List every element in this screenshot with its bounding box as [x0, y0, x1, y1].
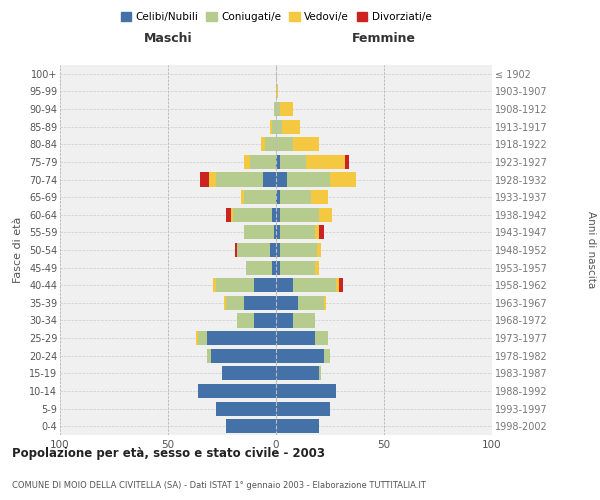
Bar — [280, 190, 311, 204]
Bar — [246, 260, 272, 274]
Bar — [244, 190, 276, 204]
Legend: Celibi/Nubili, Coniugati/e, Vedovi/e, Divorziati/e: Celibi/Nubili, Coniugati/e, Vedovi/e, Di… — [116, 8, 436, 26]
Bar — [280, 155, 306, 169]
Bar — [241, 190, 244, 204]
Bar — [254, 314, 276, 328]
Bar — [293, 278, 337, 292]
Bar — [276, 137, 293, 152]
Bar — [244, 226, 274, 239]
Bar — [323, 348, 330, 363]
Text: Popolazione per età, sesso e stato civile - 2003: Popolazione per età, sesso e stato civil… — [12, 448, 325, 460]
Bar — [276, 243, 280, 257]
Bar — [276, 120, 283, 134]
Text: Maschi: Maschi — [143, 32, 193, 45]
Bar — [280, 226, 315, 239]
Bar — [276, 331, 315, 345]
Bar — [209, 172, 215, 186]
Bar — [319, 366, 322, 380]
Bar — [244, 296, 276, 310]
Bar — [276, 278, 293, 292]
Bar — [215, 172, 263, 186]
Bar — [293, 137, 319, 152]
Bar — [276, 402, 330, 415]
Bar — [198, 384, 276, 398]
Bar — [226, 419, 276, 433]
Bar — [274, 226, 276, 239]
Bar — [283, 120, 300, 134]
Bar — [276, 260, 280, 274]
Bar — [315, 331, 328, 345]
Bar — [319, 226, 323, 239]
Bar — [317, 243, 322, 257]
Bar — [280, 243, 317, 257]
Bar — [276, 208, 280, 222]
Bar — [276, 348, 323, 363]
Bar — [226, 296, 244, 310]
Bar — [311, 190, 328, 204]
Bar — [315, 226, 319, 239]
Bar — [244, 155, 250, 169]
Bar — [207, 348, 211, 363]
Bar — [298, 296, 323, 310]
Bar — [293, 314, 315, 328]
Bar — [276, 366, 319, 380]
Bar — [269, 120, 272, 134]
Bar — [276, 314, 293, 328]
Bar — [306, 155, 345, 169]
Bar — [323, 296, 326, 310]
Bar — [261, 137, 265, 152]
Bar — [224, 296, 226, 310]
Bar — [226, 208, 230, 222]
Bar — [214, 278, 215, 292]
Bar — [207, 331, 276, 345]
Bar — [233, 208, 272, 222]
Text: Femmine: Femmine — [352, 32, 416, 45]
Bar — [276, 172, 287, 186]
Bar — [237, 243, 269, 257]
Bar — [315, 260, 319, 274]
Bar — [330, 172, 356, 186]
Bar — [276, 419, 319, 433]
Bar — [276, 84, 278, 98]
Bar — [274, 102, 276, 116]
Bar — [200, 172, 209, 186]
Bar — [211, 348, 276, 363]
Y-axis label: Fasce di età: Fasce di età — [13, 217, 23, 283]
Bar — [280, 208, 319, 222]
Bar — [272, 120, 276, 134]
Bar — [276, 384, 337, 398]
Bar — [230, 208, 233, 222]
Bar — [337, 278, 338, 292]
Bar — [287, 172, 330, 186]
Bar — [338, 278, 343, 292]
Text: Anni di nascita: Anni di nascita — [586, 212, 596, 288]
Bar — [276, 226, 280, 239]
Bar — [272, 260, 276, 274]
Bar — [280, 102, 293, 116]
Bar — [345, 155, 349, 169]
Bar — [276, 155, 280, 169]
Bar — [250, 155, 276, 169]
Bar — [280, 260, 315, 274]
Bar — [198, 331, 207, 345]
Bar — [319, 208, 332, 222]
Bar — [254, 278, 276, 292]
Bar — [276, 296, 298, 310]
Bar — [269, 243, 276, 257]
Bar — [235, 243, 237, 257]
Bar — [196, 331, 198, 345]
Bar — [215, 278, 254, 292]
Bar — [272, 208, 276, 222]
Bar — [265, 137, 276, 152]
Bar — [276, 102, 280, 116]
Bar — [222, 366, 276, 380]
Bar — [215, 402, 276, 415]
Text: COMUNE DI MOIO DELLA CIVITELLA (SA) - Dati ISTAT 1° gennaio 2003 - Elaborazione : COMUNE DI MOIO DELLA CIVITELLA (SA) - Da… — [12, 480, 426, 490]
Bar — [263, 172, 276, 186]
Bar — [237, 314, 254, 328]
Bar — [276, 190, 280, 204]
